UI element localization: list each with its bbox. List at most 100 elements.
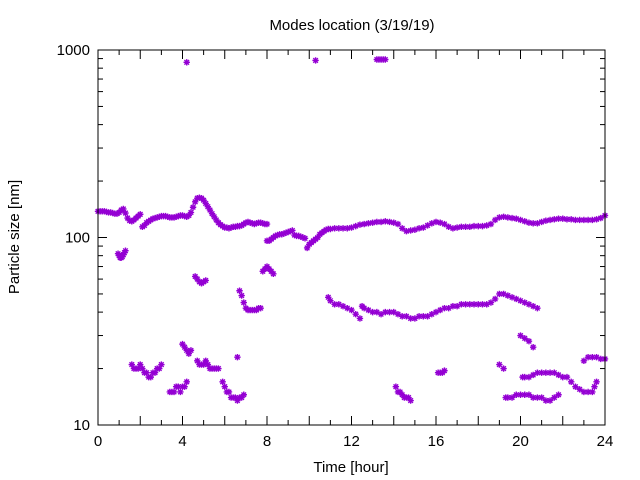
plot-points [94, 56, 609, 404]
data-point [382, 218, 389, 225]
data-point [555, 371, 562, 379]
y-tick-label: 1000 [57, 42, 90, 59]
data-point [170, 388, 178, 396]
data-point [377, 310, 385, 318]
data-point [504, 292, 512, 299]
data-point [352, 310, 359, 318]
data-point [143, 369, 150, 376]
data-point [202, 277, 209, 284]
data-point [215, 365, 222, 372]
data-point [200, 197, 207, 204]
data-point [445, 304, 452, 312]
data-point [183, 59, 190, 66]
data-point [158, 361, 165, 368]
data-point [312, 57, 319, 64]
data-point [200, 361, 207, 368]
data-point [373, 308, 381, 316]
data-point [219, 378, 226, 385]
data-point [517, 391, 524, 398]
data-point [475, 222, 482, 230]
data-point [466, 223, 473, 231]
data-point [405, 394, 412, 401]
data-point [546, 216, 554, 224]
data-point [563, 216, 571, 223]
data-point [399, 225, 406, 232]
data-point [225, 388, 233, 396]
x-tick-label: 8 [263, 433, 271, 450]
data-point [301, 235, 309, 242]
data-point [232, 223, 239, 231]
data-point [551, 216, 558, 223]
x-tick-label: 12 [343, 433, 360, 450]
data-point [568, 378, 575, 385]
data-point [137, 211, 144, 218]
data-point [360, 304, 368, 312]
data-point [175, 383, 182, 390]
data-point [521, 373, 528, 381]
data-point [593, 378, 600, 385]
data-point [335, 301, 343, 308]
data-point [331, 301, 338, 308]
data-point [348, 306, 355, 314]
data-point [194, 275, 201, 283]
data-point [344, 225, 351, 232]
data-point [525, 219, 533, 226]
data-point [559, 373, 566, 381]
data-point [513, 295, 520, 303]
data-point [263, 220, 271, 228]
data-point [496, 290, 503, 298]
data-point [458, 223, 465, 231]
data-point [227, 224, 235, 231]
data-point [491, 216, 499, 224]
data-point [124, 214, 131, 222]
data-point [213, 216, 220, 224]
data-point [504, 394, 512, 401]
data-point [208, 210, 216, 217]
data-point [491, 295, 499, 303]
data-point [204, 203, 212, 210]
data-point [424, 313, 431, 320]
data-point [441, 304, 448, 312]
data-point [584, 353, 592, 361]
data-point [437, 306, 444, 314]
data-point [365, 306, 372, 314]
data-point [542, 369, 550, 376]
data-point [289, 227, 296, 234]
data-point [551, 369, 558, 376]
data-point [270, 270, 277, 278]
data-point [314, 234, 321, 241]
data-point [466, 301, 473, 308]
y-axis-label: Particle size [nm] [6, 180, 23, 294]
data-point [327, 225, 334, 233]
data-point [572, 216, 579, 224]
data-point [238, 394, 245, 401]
data-point [441, 367, 448, 374]
data-point [597, 355, 604, 363]
data-point [331, 225, 338, 232]
data-point [437, 219, 444, 226]
data-point [322, 226, 330, 233]
data-point [147, 373, 155, 381]
data-point [411, 226, 419, 233]
data-point [206, 206, 214, 214]
chart-title: Modes location (3/19/19) [269, 17, 434, 34]
data-point [325, 294, 332, 301]
data-point [344, 304, 351, 312]
data-point [287, 228, 294, 235]
data-point [386, 218, 393, 226]
data-point [432, 218, 440, 226]
data-point [373, 218, 381, 226]
x-tick-label: 16 [428, 433, 445, 450]
data-point [529, 220, 537, 227]
data-point [183, 347, 190, 354]
data-point [339, 225, 347, 232]
data-point [563, 373, 571, 381]
data-point [268, 268, 275, 275]
data-point [534, 369, 541, 376]
data-point [238, 292, 245, 299]
data-point [177, 388, 184, 396]
data-point [303, 244, 311, 252]
data-point [568, 216, 575, 223]
data-point [521, 391, 528, 398]
data-point [236, 287, 243, 294]
